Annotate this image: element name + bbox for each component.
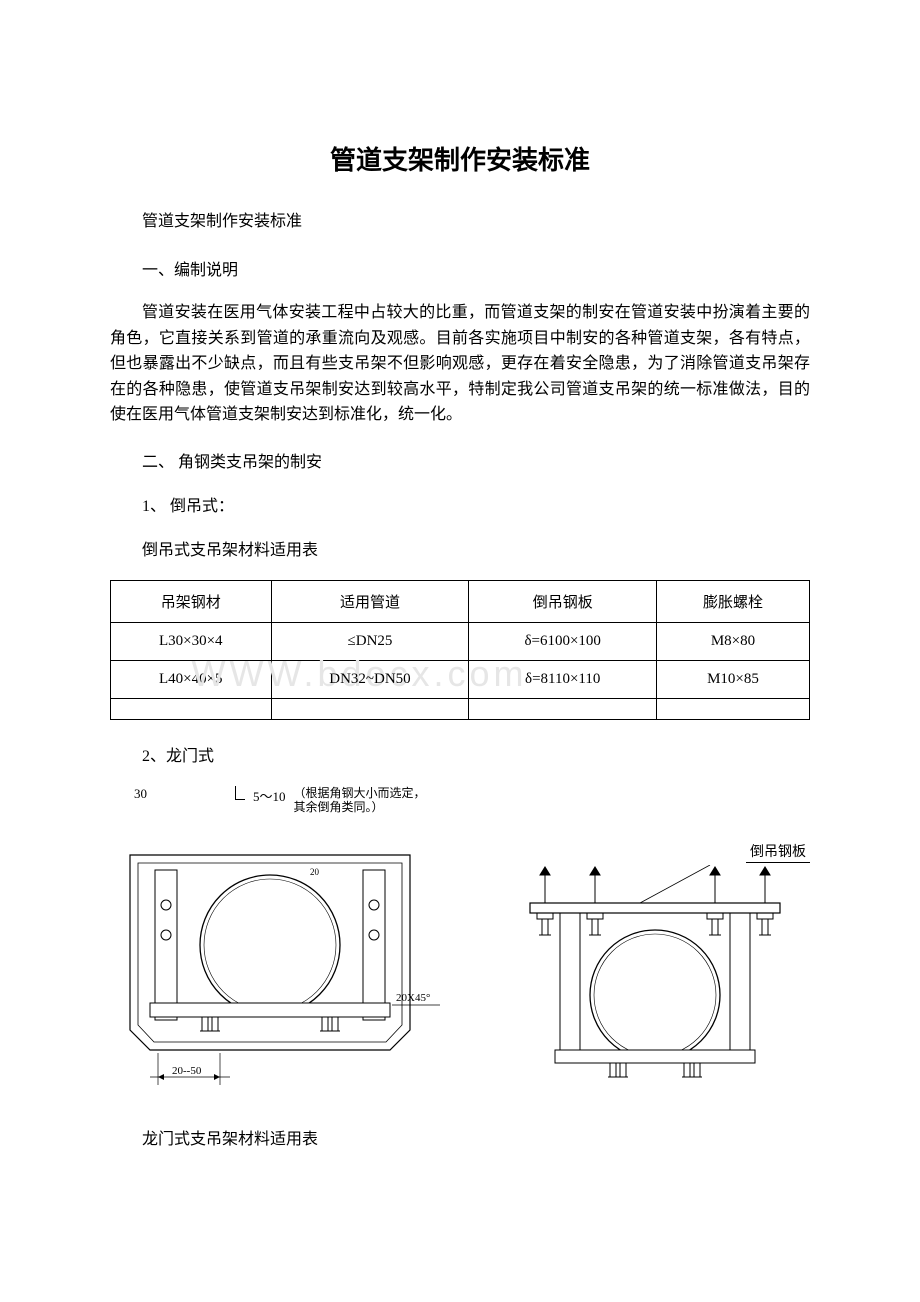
table-cell [111, 698, 272, 719]
section-2-heading: 二、 角钢类支吊架的制安 [110, 448, 810, 472]
note-description: （根据角钢大小而选定，其余倒角类同。） [294, 786, 434, 815]
diagram-right: 倒吊钢板 [500, 841, 810, 1095]
table-header: 适用管道 [271, 580, 469, 622]
note-value-30: 30 [134, 786, 147, 802]
table-cell [656, 698, 809, 719]
dim-label-1: 20X45° [396, 992, 430, 1004]
dimension-note: 30 5～10 （根据角钢大小而选定，其余倒角类同。） [134, 786, 810, 815]
diagram-left: 20 20X45° 20--50 [110, 835, 440, 1095]
table-cell: DN32~DN50 [329, 671, 410, 687]
table-cell: δ=8110×110 [469, 660, 657, 698]
table-1-caption: 倒吊式支吊架材料适用表 [110, 536, 810, 560]
table-row [111, 698, 810, 719]
table-header: 膨胀螺栓 [656, 580, 809, 622]
table-row: 吊架钢材 适用管道 倒吊钢板 膨胀螺栓 [111, 580, 810, 622]
angle-icon [235, 786, 245, 800]
item-1-heading: 1、 倒吊式： [110, 492, 810, 516]
table-cell [271, 698, 469, 719]
table-cell: δ=6100×100 [469, 622, 657, 660]
table-cell [469, 698, 657, 719]
material-table-1: 吊架钢材 适用管道 倒吊钢板 膨胀螺栓 L30×30×4 ≤DN25 δ=610… [110, 580, 810, 720]
table-header: 倒吊钢板 [469, 580, 657, 622]
diagram-row: 20 20X45° 20--50 倒吊钢板 [110, 835, 810, 1095]
note-value-510: 5～10 [253, 786, 286, 805]
table-row: L40×40×5 WWW.bdocx.com DN32~DN50 δ=8110×… [111, 660, 810, 698]
inverted-hanger-diagram [500, 865, 810, 1095]
section-1-heading: 一、编制说明 [110, 256, 810, 280]
dim-label-2: 20--50 [172, 1065, 202, 1077]
dim-small: 20 [310, 867, 320, 877]
table-cell: WWW.bdocx.com DN32~DN50 [271, 660, 469, 698]
table-cell: M8×80 [656, 622, 809, 660]
gate-bracket-diagram: 20 20X45° 20--50 [110, 835, 440, 1095]
table-2-caption: 龙门式支吊架材料适用表 [110, 1125, 810, 1149]
diagram-right-label: 倒吊钢板 [746, 841, 810, 863]
subtitle-text: 管道支架制作安装标准 [110, 207, 810, 231]
table-cell: M10×85 [656, 660, 809, 698]
table-cell: L40×40×5 [111, 660, 272, 698]
item-2-heading: 2、龙门式 [110, 742, 810, 766]
page-title: 管道支架制作安装标准 [110, 140, 810, 177]
table-header: 吊架钢材 [111, 580, 272, 622]
table-cell: L30×30×4 [111, 622, 272, 660]
table-cell: ≤DN25 [271, 622, 469, 660]
table-row: L30×30×4 ≤DN25 δ=6100×100 M8×80 [111, 622, 810, 660]
intro-paragraph: 管道安装在医用气体安装工程中占较大的比重，而管道支架的制安在管道安装中扮演着主要… [110, 300, 810, 428]
